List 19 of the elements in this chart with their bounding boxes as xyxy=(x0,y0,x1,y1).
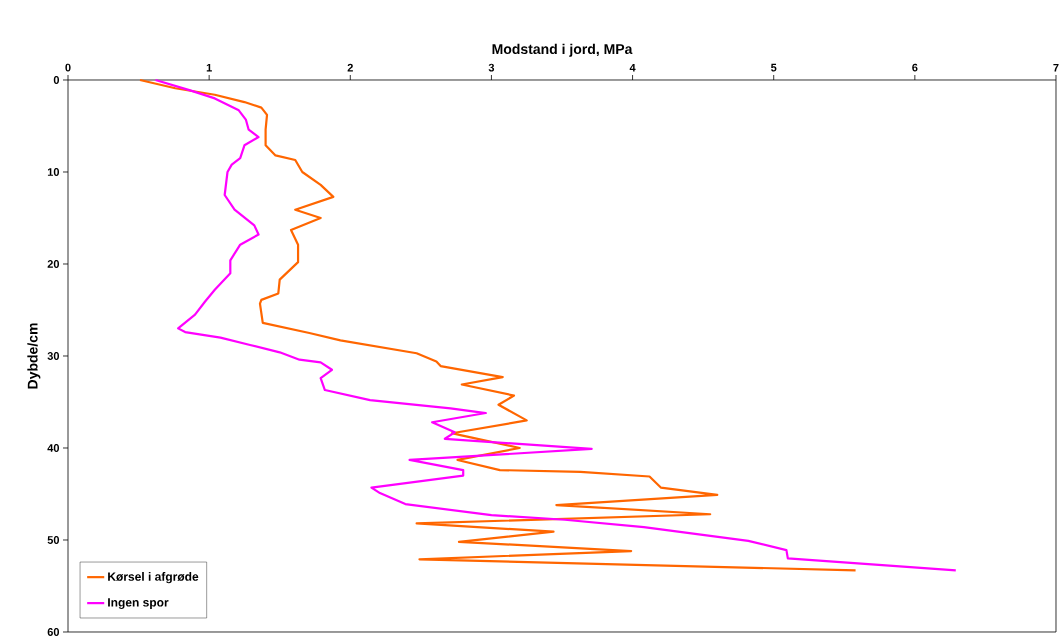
x-tick-label: 2 xyxy=(347,63,353,72)
legend-label: Ingen spor xyxy=(108,598,169,610)
x-tick-label: 3 xyxy=(488,63,495,72)
x-tick-label: 7 xyxy=(1053,63,1059,72)
y-tick-label: 20 xyxy=(47,260,60,268)
x-tick-label: 6 xyxy=(912,63,918,72)
x-axis-title: Modstand i jord, MPa xyxy=(492,43,633,57)
x-tick-label: 4 xyxy=(629,63,636,72)
y-tick-label: 60 xyxy=(47,628,60,636)
y-axis-title: Dybde/cm xyxy=(27,323,41,389)
legend-label: Kørsel i afgrøde xyxy=(108,572,199,584)
x-tick-label: 1 xyxy=(206,63,212,72)
y-tick-label: 10 xyxy=(47,168,60,176)
y-tick-label: 50 xyxy=(47,536,60,544)
x-tick-label: 5 xyxy=(771,63,777,72)
y-tick-label: 40 xyxy=(47,444,60,452)
x-tick-label: 0 xyxy=(65,63,71,72)
y-tick-label: 0 xyxy=(53,76,60,84)
y-tick-label: 30 xyxy=(47,352,60,360)
